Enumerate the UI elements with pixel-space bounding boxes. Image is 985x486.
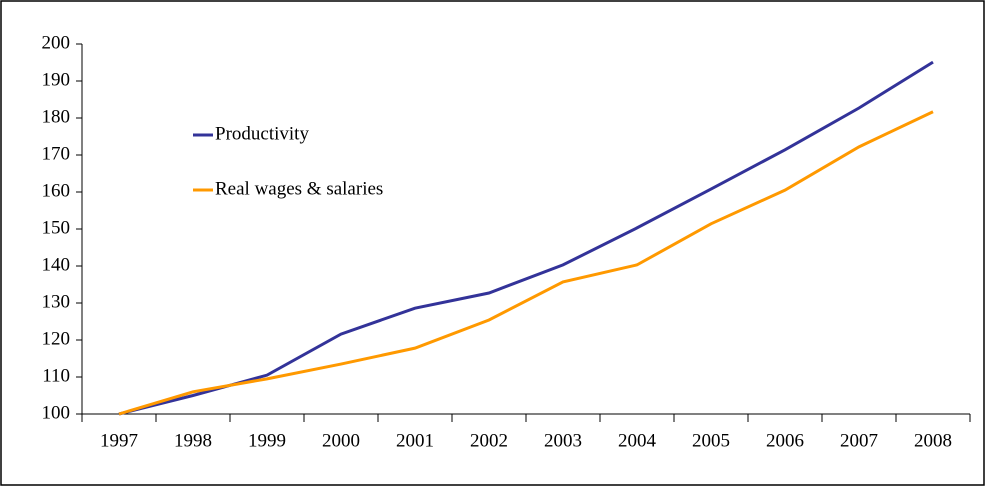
x-tick-label: 2002 xyxy=(470,430,508,451)
x-tick-label: 2006 xyxy=(766,430,804,451)
y-tick-label: 130 xyxy=(42,291,71,312)
y-tick-label: 170 xyxy=(42,143,71,164)
x-tick-label: 2003 xyxy=(544,430,582,451)
y-tick-label: 190 xyxy=(42,69,71,90)
x-tick-label: 2001 xyxy=(396,430,434,451)
x-tick-label: 2000 xyxy=(322,430,360,451)
y-tick-label: 100 xyxy=(42,402,71,423)
x-tick-label: 2005 xyxy=(692,430,730,451)
y-tick-label: 150 xyxy=(42,217,71,238)
series-line xyxy=(118,60,934,416)
y-tick-label: 200 xyxy=(42,32,71,53)
x-tick-label: 2004 xyxy=(618,430,657,451)
y-tick-label: 120 xyxy=(42,328,71,349)
series-line xyxy=(118,110,934,416)
x-tick-label: 1998 xyxy=(174,430,212,451)
y-tick-label: 110 xyxy=(42,365,70,386)
x-tick-label: 2007 xyxy=(840,430,878,451)
x-tick-label: 1997 xyxy=(100,430,138,451)
legend-label: Productivity xyxy=(215,123,309,144)
x-tick-label: 2008 xyxy=(914,430,952,451)
legend-label: Real wages & salaries xyxy=(215,178,383,199)
x-tick-label: 1999 xyxy=(248,430,286,451)
y-tick-label: 180 xyxy=(42,106,71,127)
y-tick-label: 160 xyxy=(42,180,71,201)
y-tick-label: 140 xyxy=(42,254,71,275)
